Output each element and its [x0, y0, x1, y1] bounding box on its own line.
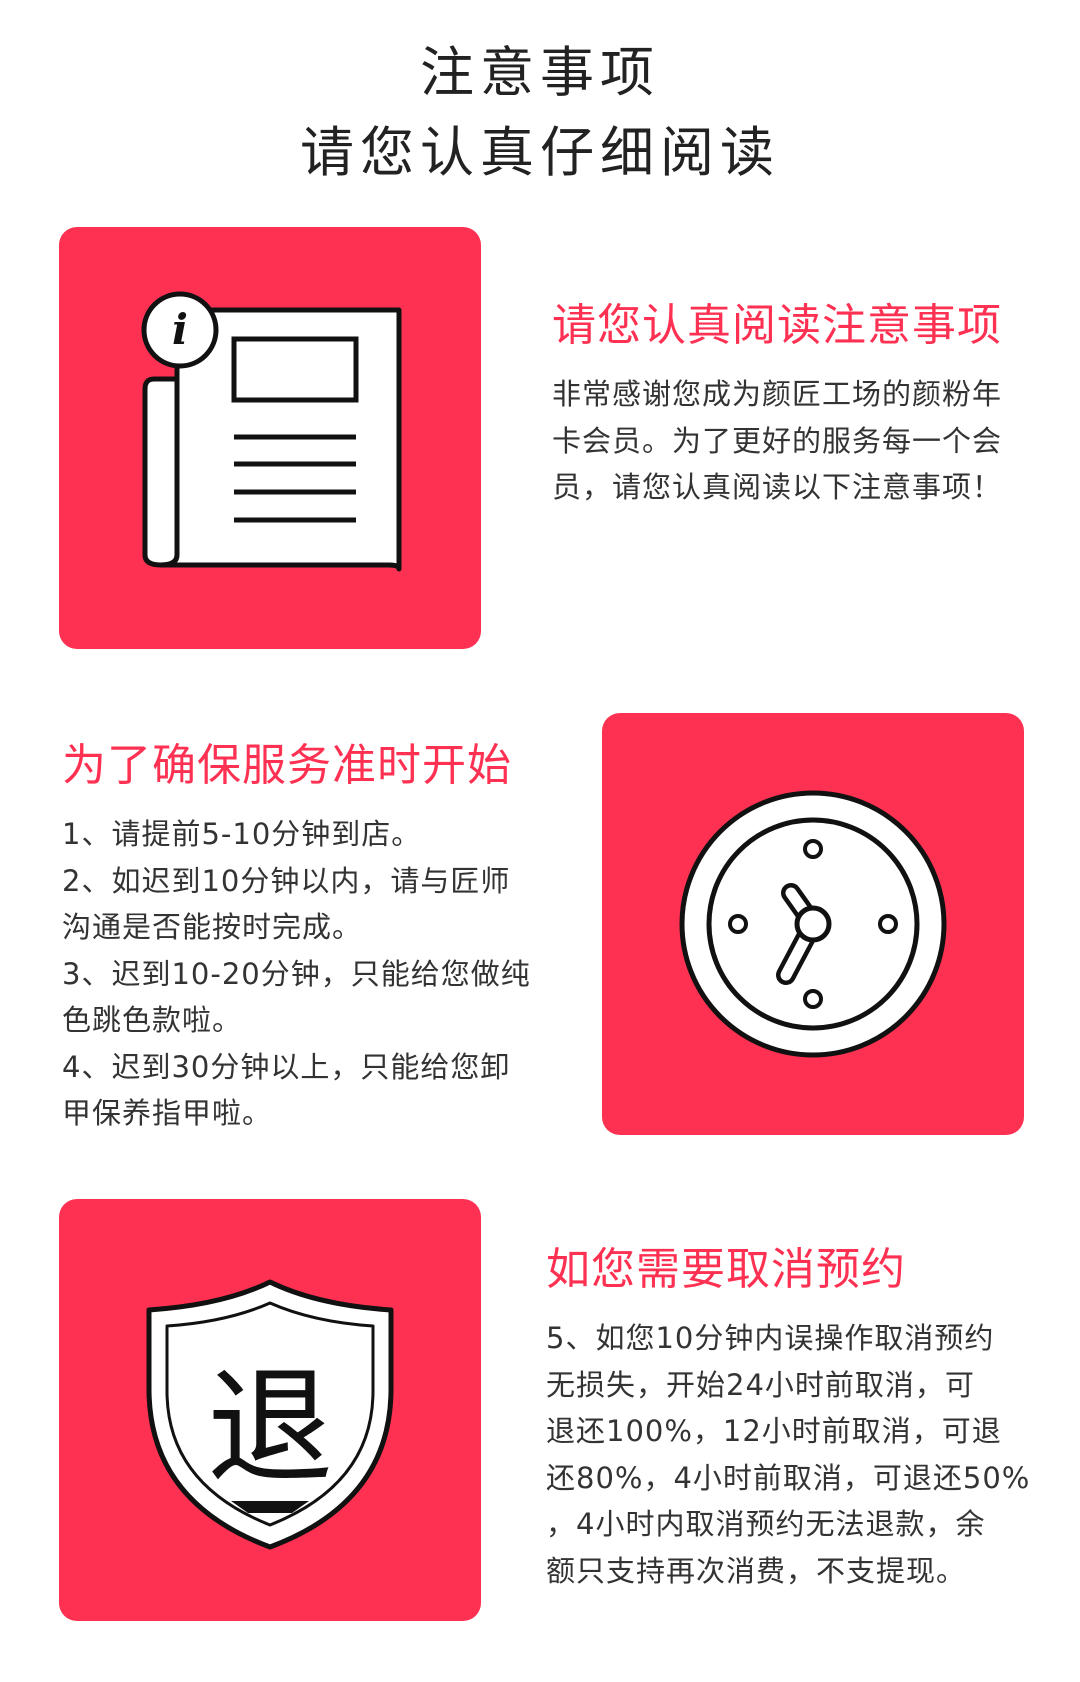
info-badge [141, 291, 219, 369]
intro-body: 非常感谢您成为颜匠工场的颜粉年 卡会员。为了更好的服务每一个会 员，请您认真阅读… [552, 377, 1003, 504]
intro-block: 请您认真阅读注意事项 非常感谢您成为颜匠工场的颜粉年 卡会员。为了更好的服务每一… [552, 289, 1032, 511]
clock-card [602, 713, 1024, 1135]
page-title: 注意事项 [420, 41, 660, 104]
intro-heading: 请您认真阅读注意事项 [552, 300, 1002, 351]
cancellation-block: 如您需要取消预约 5、如您10分钟内误操作取消预约 无损失，开始24小时前取消，… [546, 1233, 1036, 1594]
clock-icon [679, 790, 947, 1058]
punctuality-heading: 为了确保服务准时开始 [62, 740, 512, 791]
punctuality-block: 为了确保服务准时开始 1、请提前5-10分钟到店。 2、如迟到10分钟以内，请与… [62, 729, 582, 1137]
cancellation-rules: 5、如您10分钟内误操作取消预约 无损失，开始24小时前取消，可 退还100%，… [546, 1321, 1031, 1588]
newsletter-info-icon: i [141, 291, 402, 572]
refund-card: 退 [59, 1199, 481, 1621]
punctuality-rules: 1、请提前5-10分钟到店。 2、如迟到10分钟以内，请与匠师 沟通是否能按时完… [62, 817, 531, 1130]
newsletter-card: i [59, 227, 481, 649]
refund-character: 退 [207, 1354, 333, 1501]
refund-shield-icon: 退 [146, 1279, 394, 1550]
page-subtitle: 请您认真仔细阅读 [300, 121, 780, 184]
cancellation-heading: 如您需要取消预约 [546, 1244, 906, 1295]
info-letter: i [172, 305, 188, 354]
